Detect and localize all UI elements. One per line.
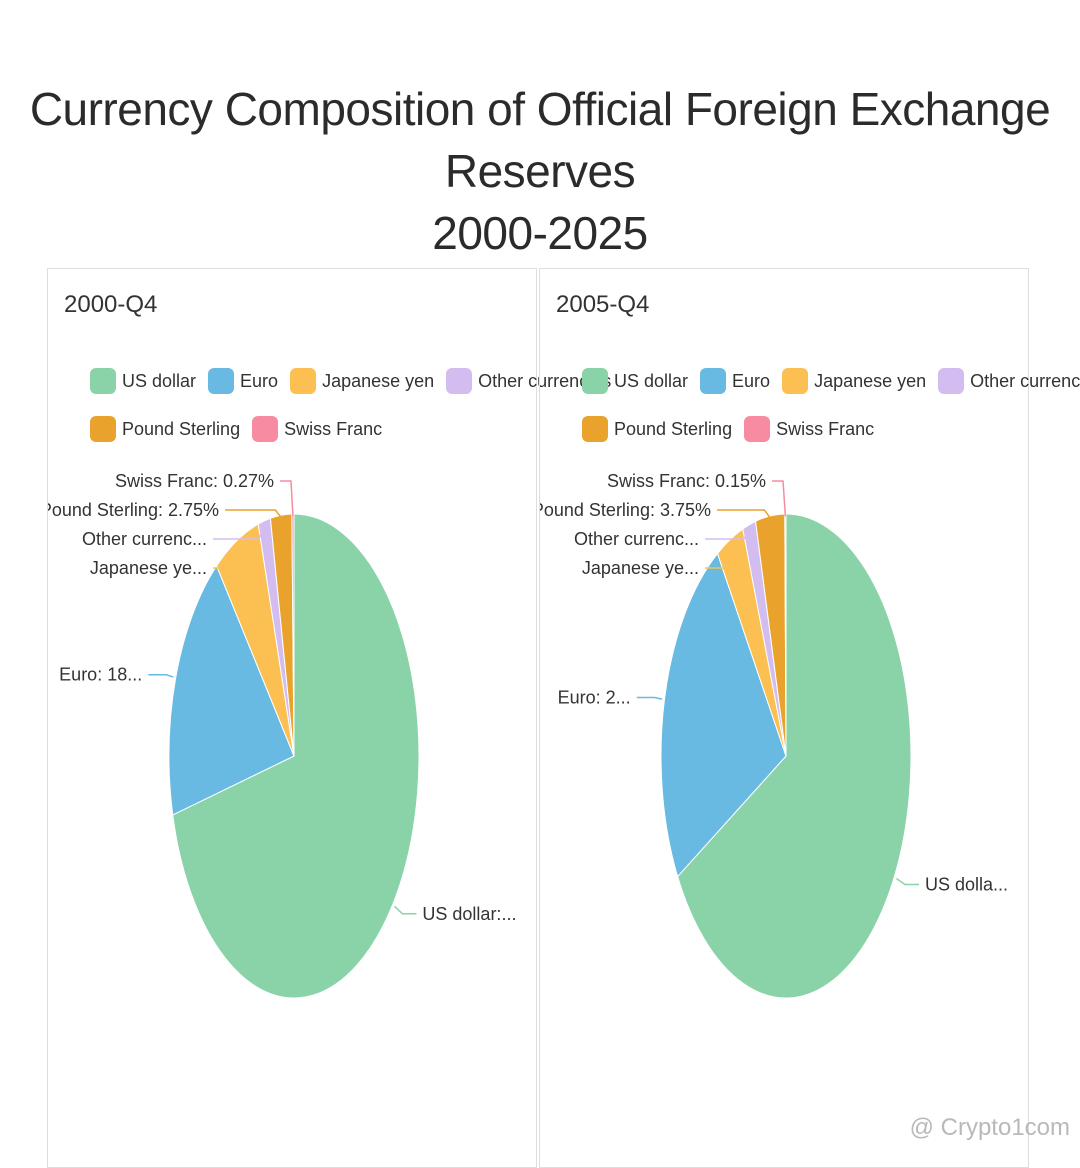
legend-item-euro[interactable]: Euro xyxy=(208,368,278,394)
pie-slice-euro[interactable] xyxy=(168,564,295,816)
legend-label: Japanese yen xyxy=(322,370,435,391)
legend-swatch xyxy=(700,368,727,394)
leader-line-us-dollar xyxy=(394,905,417,915)
leader-line-pound-sterling xyxy=(225,509,282,519)
legend-label: Other currencies xyxy=(970,370,1080,391)
legend-swatch xyxy=(90,368,116,394)
legend-swatch xyxy=(252,416,279,442)
pie-chart: US dollar:... Euro: 18... Japanese ye... Ot… xyxy=(48,471,516,999)
slice-label-pound-sterling: Pound Sterling: 2.75% xyxy=(48,500,219,520)
legend-item-us-dollar[interactable]: US dollar xyxy=(582,368,688,394)
legend-swatch xyxy=(446,368,473,394)
watermark: @ Crypto1com xyxy=(909,1114,1070,1141)
legend-item-pound-sterling[interactable]: Pound Sterling xyxy=(90,416,240,442)
legend-label: Euro xyxy=(240,370,279,391)
panel-title: 2000-Q4 xyxy=(64,291,158,318)
chart-title-line1: Currency Composition of Official Foreign… xyxy=(29,83,1051,197)
pie-chart: US dolla... Euro: 2... Japanese ye... Other… xyxy=(540,471,1008,999)
legend-item-pound-sterling[interactable]: Pound Sterling xyxy=(582,416,732,442)
leader-line-euro xyxy=(636,696,663,700)
slice-label-euro: Euro: 18... xyxy=(59,665,142,685)
legend-label: Pound Sterling xyxy=(614,418,733,439)
slice-label-us-dollar: US dolla... xyxy=(925,874,1008,894)
legend-swatch xyxy=(938,368,965,394)
slice-label-swiss-franc: Swiss Franc: 0.15% xyxy=(607,471,766,491)
legend-label: Other currencies xyxy=(478,370,612,391)
leader-line-euro xyxy=(148,673,174,678)
slice-label-japanese-yen: Japanese ye... xyxy=(90,558,207,578)
legend-row: Pound Sterling Swiss Franc xyxy=(90,405,530,453)
legend-label: US dollar xyxy=(614,370,689,391)
legend-label: Swiss Franc xyxy=(284,418,383,439)
legend-item-swiss-franc[interactable]: Swiss Franc xyxy=(744,416,874,442)
slice-label-pound-sterling: Pound Sterling: 3.75% xyxy=(540,500,711,520)
legend-item-us-dollar[interactable]: US dollar xyxy=(90,368,196,394)
legend-label: US dollar xyxy=(122,370,197,391)
legend-row: US dollar Euro Japanese yen Other currencie… xyxy=(90,357,611,405)
legend-swatch xyxy=(208,368,235,394)
legend-row: Pound Sterling Swiss Franc xyxy=(582,405,1022,453)
legend-item-japanese-yen[interactable]: Japanese yen xyxy=(290,368,434,394)
chart-title-line2: 2000-2025 xyxy=(432,207,648,259)
slice-label-other-currencies: Other currenc... xyxy=(82,529,207,549)
leader-line-other-currencies xyxy=(213,523,266,540)
legend-label: Swiss Franc xyxy=(776,418,875,439)
pie-panel-2000-q4: 2000-Q4 US dollar Euro Japanese yen Other c… xyxy=(47,268,611,1168)
pie-slice-us-dollar[interactable] xyxy=(172,513,420,999)
legend-item-swiss-franc[interactable]: Swiss Franc xyxy=(252,416,382,442)
legend-swatch xyxy=(744,416,771,442)
legend-swatch xyxy=(582,416,608,442)
slice-label-other-currencies: Other currenc... xyxy=(574,529,699,549)
slice-label-swiss-franc: Swiss Franc: 0.27% xyxy=(115,471,274,491)
slice-label-euro: Euro: 2... xyxy=(558,687,631,707)
legend-label: Euro xyxy=(732,370,771,391)
leader-line-us-dollar xyxy=(895,877,920,886)
pie-slice-euro[interactable] xyxy=(660,552,787,878)
leader-line-japanese-yen xyxy=(213,543,239,569)
pie-slice-us-dollar[interactable] xyxy=(677,513,912,999)
legend-item-japanese-yen[interactable]: Japanese yen xyxy=(782,368,926,394)
slice-label-japanese-yen: Japanese ye... xyxy=(582,558,699,578)
panel-title: 2005-Q4 xyxy=(556,291,650,318)
legend-swatch xyxy=(290,368,317,394)
legend: US dollar Euro Japanese yen Other currencie… xyxy=(90,357,611,453)
legend-label: Pound Sterling xyxy=(122,418,241,439)
legend-item-euro[interactable]: Euro xyxy=(700,368,770,394)
legend-row: US dollar Euro Japanese yen Other currencie… xyxy=(582,357,1080,405)
legend-swatch xyxy=(90,416,116,442)
leader-line-swiss-franc xyxy=(772,480,787,517)
leader-line-japanese-yen xyxy=(705,541,732,569)
legend-swatch xyxy=(582,368,608,394)
chart-title: Currency Composition of Official Foreign… xyxy=(0,78,1080,264)
leader-line-swiss-franc xyxy=(280,480,294,517)
leader-line-other-currencies xyxy=(705,526,751,540)
pie-panel-2005-q4: 2005-Q4 US dollar Euro Japanese yen Other c… xyxy=(539,268,1080,1168)
slice-label-us-dollar: US dollar:... xyxy=(422,904,516,924)
legend-item-other-currencies[interactable]: Other currencies xyxy=(938,368,1080,394)
leader-line-pound-sterling xyxy=(717,509,772,519)
legend-swatch xyxy=(782,368,809,394)
legend-label: Japanese yen xyxy=(814,370,927,391)
legend-item-other-currencies[interactable]: Other currencies xyxy=(446,368,611,394)
legend: US dollar Euro Japanese yen Other currencie… xyxy=(582,357,1080,453)
